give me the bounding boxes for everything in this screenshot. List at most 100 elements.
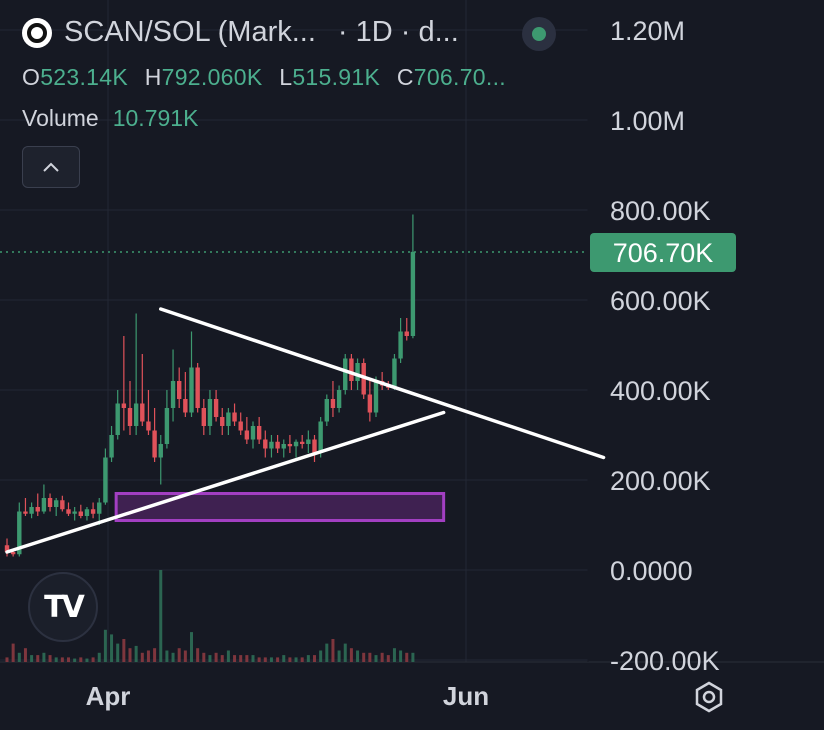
chevron-up-icon [43,162,59,172]
y-axis[interactable]: 1.20M 1.00M 800.00K 600.00K 400.00K 200.00K 0.… [610,16,720,676]
volume-bar [282,655,286,662]
volume-bar [60,657,64,662]
volume-bar [411,652,415,662]
candle-body [158,444,163,458]
volume-bar [392,648,396,662]
candle-body [263,439,268,449]
candle-body [300,441,305,444]
candle-body [226,412,231,426]
candle-body [103,457,108,503]
candle-body [207,399,213,426]
trendline-ascending [5,410,446,554]
close-key: C [396,64,414,90]
ohlc-readout: O523.14K H792.060K L515.91K C706.70... [22,64,516,91]
volume-bar [294,657,298,662]
volume-bar [122,639,126,662]
volume-bar [153,648,157,662]
volume-bar [134,645,138,662]
volume-bar [11,643,15,662]
candle-body [23,511,28,514]
support-zone [114,492,446,522]
y-tick-label: 1.20M [610,16,685,46]
candle-body [232,412,237,422]
volume-bar [349,648,353,662]
low-value: 515.91K [292,64,381,90]
x-tick-label: Jun [443,681,489,711]
volume-bar [30,655,34,662]
candle-body [133,403,139,426]
candle-body [177,381,182,399]
volume-value: 10.791K [112,105,199,131]
candle-body [41,498,47,512]
volume-bar [362,652,366,662]
volume-bar [313,655,316,662]
candle-body [312,439,317,453]
token-logo-icon[interactable] [22,17,52,48]
tradingview-logo-icon[interactable]: TV [28,572,98,642]
candle-body [90,509,96,514]
candle-body [195,367,200,408]
volume-bars [5,570,415,662]
open-key: O [22,64,41,90]
interval-label[interactable]: · 1D · d... [337,16,459,48]
volume-bar [202,652,206,662]
candle-body [213,399,219,417]
y-tick-label: 600.00K [610,286,711,316]
last-price-tag-bg [590,232,736,272]
candle-body [330,399,336,408]
last-price-tag: 706.70K [0,232,736,272]
y-tick-label: 800.00K [610,196,711,226]
candle-body [164,408,170,444]
candle-body [109,435,114,458]
volume-bar [97,652,101,662]
candle-body [306,439,311,444]
candle-body [238,421,243,431]
candle-body [392,358,397,388]
candle-body [349,358,354,381]
volume-bar [319,650,323,662]
volume-bar [325,643,329,662]
candle-body [220,417,225,426]
candle-body [367,394,373,413]
candle-body [66,509,71,514]
volume-bar [171,652,175,662]
candle-body [293,441,299,447]
candle-body [269,441,274,449]
volume-bar [54,657,58,662]
close-value: 706.70... [413,64,506,90]
volume-bar [116,643,120,662]
volume-bar [190,632,193,662]
volume-bar [257,657,261,662]
candle-body [170,381,176,408]
candle-body [287,444,293,447]
volume-bar [23,648,27,662]
candle-body [140,403,145,422]
volume-bar [300,657,304,662]
symbol-label[interactable]: SCAN/SOL (Mark... [64,16,316,48]
open-value: 523.14K [40,64,128,90]
volume-bar [165,650,169,662]
volume-bar [226,650,230,662]
volume-bar [214,652,218,662]
trendlines [5,307,606,554]
candle-body [373,381,379,413]
volume-bar [331,639,335,662]
high-key: H [144,64,162,90]
volume-bar [73,658,77,662]
x-tick-label: Apr [86,681,131,711]
candle-body [29,507,34,514]
x-axis[interactable]: Apr Jun [86,681,490,711]
candle-body [127,408,133,426]
volume-bar [251,655,255,662]
collapse-legend-button[interactable] [22,146,80,188]
status-dot-icon[interactable] [522,17,556,51]
candle-body [336,390,342,408]
volume-bar [374,655,378,662]
volume-bar [288,657,292,662]
volume-bar [196,648,200,662]
candle-body [10,552,16,555]
candle-body [97,502,102,514]
settings-hexagon-icon[interactable] [692,680,726,714]
volume-bar [79,657,83,662]
